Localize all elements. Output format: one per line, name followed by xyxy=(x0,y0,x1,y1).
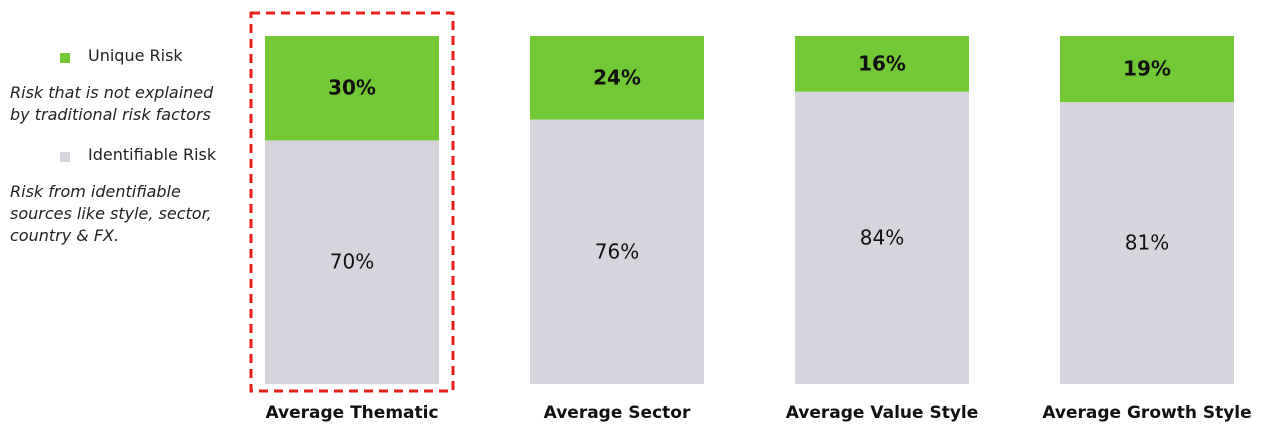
bar-segment xyxy=(265,36,439,141)
highlight-box xyxy=(249,11,455,393)
x-tick-label: Average Sector xyxy=(544,403,691,423)
value-label: 70% xyxy=(330,250,374,274)
value-label: 16% xyxy=(858,51,906,75)
bar-segment xyxy=(795,36,969,92)
value-label: 24% xyxy=(593,65,641,89)
value-label: 81% xyxy=(1125,231,1169,255)
bar-segment xyxy=(530,36,704,120)
value-label: 30% xyxy=(328,76,376,100)
bar-segment xyxy=(265,140,439,384)
value-label: 19% xyxy=(1123,57,1171,81)
legend-description: Risk that is not explained by traditiona… xyxy=(10,83,214,124)
bar-segment xyxy=(795,91,969,385)
x-tick-label: Average Value Style xyxy=(786,403,979,423)
bar-segment xyxy=(530,119,704,385)
x-tick-label: Average Thematic xyxy=(265,403,438,423)
bar-segment xyxy=(1060,36,1234,103)
bar-segment xyxy=(1060,102,1234,385)
legend-label: Identifiable Risk xyxy=(88,145,217,164)
x-tick-label: Average Growth Style xyxy=(1042,403,1251,423)
legend-swatch xyxy=(60,53,70,63)
legend-description: Risk from identifiable sources like styl… xyxy=(10,182,212,245)
value-label: 76% xyxy=(595,239,639,263)
value-label: 84% xyxy=(860,225,904,249)
legend-swatch xyxy=(60,152,70,162)
legend-label: Unique Risk xyxy=(88,46,183,65)
